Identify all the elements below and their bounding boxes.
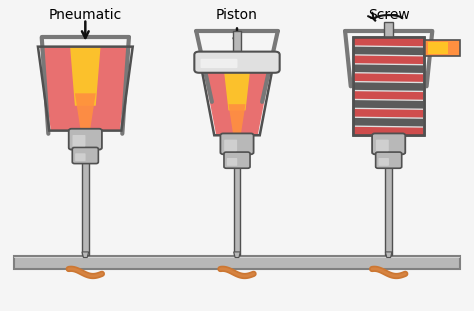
FancyBboxPatch shape <box>220 133 254 154</box>
Bar <box>424 40 460 56</box>
Polygon shape <box>234 252 240 258</box>
FancyBboxPatch shape <box>69 129 102 150</box>
Bar <box>428 42 447 54</box>
Polygon shape <box>354 91 423 100</box>
FancyBboxPatch shape <box>72 147 98 164</box>
Polygon shape <box>75 93 96 130</box>
Polygon shape <box>354 82 423 91</box>
FancyBboxPatch shape <box>376 140 389 151</box>
Text: Pneumatic: Pneumatic <box>49 8 122 22</box>
FancyBboxPatch shape <box>372 133 405 154</box>
Polygon shape <box>354 100 423 109</box>
Polygon shape <box>354 127 423 135</box>
Polygon shape <box>82 252 89 258</box>
FancyBboxPatch shape <box>227 158 237 166</box>
FancyBboxPatch shape <box>73 135 85 146</box>
Polygon shape <box>354 109 423 118</box>
Polygon shape <box>385 252 392 258</box>
Bar <box>353 37 424 135</box>
Bar <box>385 167 392 255</box>
Polygon shape <box>70 47 100 106</box>
FancyBboxPatch shape <box>224 140 237 151</box>
Polygon shape <box>354 38 423 46</box>
Polygon shape <box>354 47 423 55</box>
FancyBboxPatch shape <box>378 158 389 166</box>
Polygon shape <box>224 68 250 110</box>
Polygon shape <box>354 64 423 73</box>
Bar <box>234 167 240 255</box>
Bar <box>384 22 393 37</box>
FancyBboxPatch shape <box>75 153 85 161</box>
Bar <box>14 257 460 258</box>
Polygon shape <box>354 73 423 82</box>
Polygon shape <box>228 104 246 135</box>
Bar <box>353 37 424 135</box>
Bar <box>14 256 460 269</box>
Text: Piston: Piston <box>216 8 258 22</box>
Polygon shape <box>354 56 423 64</box>
FancyBboxPatch shape <box>224 152 250 168</box>
Bar <box>233 31 241 55</box>
Polygon shape <box>203 68 271 135</box>
FancyBboxPatch shape <box>201 59 237 68</box>
Polygon shape <box>354 118 423 126</box>
Text: Screw: Screw <box>368 8 410 22</box>
Bar <box>82 162 89 255</box>
Polygon shape <box>40 47 130 130</box>
FancyBboxPatch shape <box>375 152 402 168</box>
FancyBboxPatch shape <box>194 52 280 73</box>
